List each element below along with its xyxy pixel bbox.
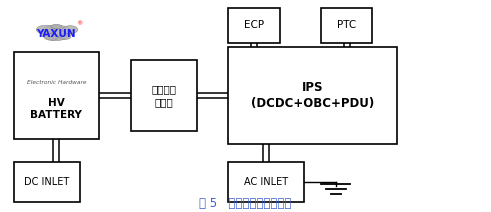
Bar <box>321 8 373 43</box>
Text: Electronic Hardware: Electronic Hardware <box>27 80 86 85</box>
Bar <box>228 8 280 43</box>
Bar <box>14 52 99 139</box>
Ellipse shape <box>59 34 71 39</box>
Bar <box>14 162 80 202</box>
Text: YAXUN: YAXUN <box>36 29 76 39</box>
Text: ECP: ECP <box>244 20 264 31</box>
Text: AC INLET: AC INLET <box>244 177 288 187</box>
Text: ®: ® <box>77 21 83 26</box>
Text: DC INLET: DC INLET <box>24 177 69 187</box>
Text: HV
BATTERY: HV BATTERY <box>30 98 82 120</box>
Ellipse shape <box>36 25 55 34</box>
Ellipse shape <box>62 26 78 34</box>
Ellipse shape <box>51 24 62 29</box>
Bar <box>228 162 304 202</box>
Text: 图 5   优化后高压系统架构: 图 5 优化后高压系统架构 <box>199 197 292 210</box>
Text: PTC: PTC <box>337 20 356 31</box>
Ellipse shape <box>44 34 59 40</box>
Ellipse shape <box>42 25 71 41</box>
Text: IPS
(DCDC+OBC+PDU): IPS (DCDC+OBC+PDU) <box>251 81 374 110</box>
Bar <box>131 60 197 131</box>
Text: 三合一电
机系统: 三合一电 机系统 <box>151 84 176 107</box>
Bar <box>228 47 397 144</box>
